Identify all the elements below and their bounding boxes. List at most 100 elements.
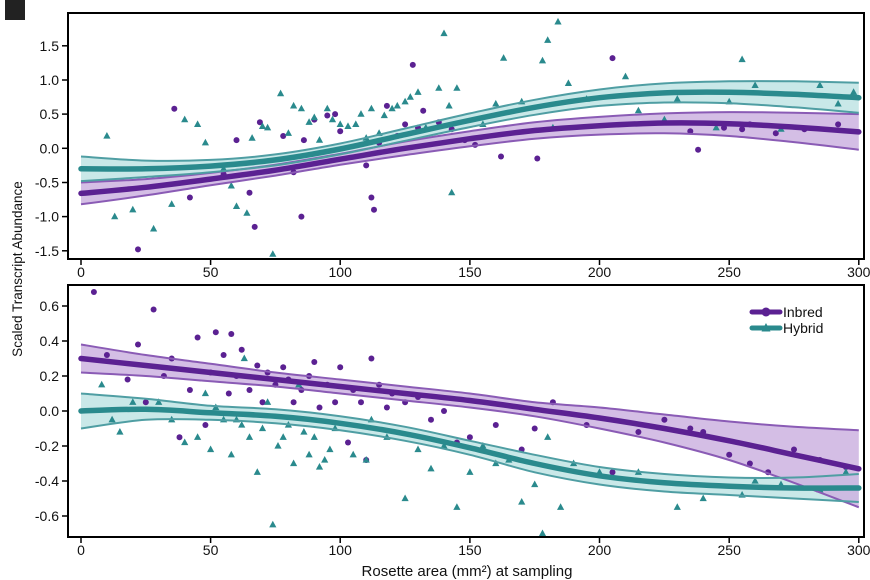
top-inbred-point <box>371 206 377 213</box>
top-hybrid-point <box>445 101 453 109</box>
bottom-inbred-point <box>202 422 209 428</box>
top-hybrid-point <box>284 129 292 136</box>
bottom-inbred-point <box>124 376 131 383</box>
top-hybrid-point <box>492 99 500 107</box>
bottom-hybrid-point <box>531 480 539 488</box>
top-hybrid-point <box>453 84 461 91</box>
top-hybrid-point <box>323 104 331 112</box>
bottom-inbred-point <box>290 399 297 406</box>
top-hybrid-point <box>194 120 202 127</box>
bottom-inbred-point <box>186 387 193 393</box>
bottom-inbred-point <box>368 355 375 362</box>
bottom-hybrid-point <box>305 450 313 458</box>
bottom-inbred-point <box>103 352 110 358</box>
bottom-x-tick-label: 200 <box>588 542 612 558</box>
top-y-tick-label: -1.0 <box>35 209 59 225</box>
bottom-hybrid-point <box>326 445 334 453</box>
bottom-hybrid-point <box>538 529 547 537</box>
top-hybrid-point <box>367 104 375 112</box>
top-hybrid-point <box>258 122 267 129</box>
top-y-tick-label: 1.0 <box>40 72 60 88</box>
top-inbred-trend-line <box>78 120 862 197</box>
top-inbred-point <box>324 112 331 119</box>
top-inbred-point <box>534 155 541 162</box>
top-hybrid-ci-ribbon <box>81 81 859 182</box>
top-hybrid-point <box>129 205 137 213</box>
bottom-hybrid-point <box>264 398 272 405</box>
bottom-hybrid-point <box>258 424 267 432</box>
bottom-hybrid-point <box>321 456 329 463</box>
top-inbred-point <box>739 126 746 133</box>
top-x-ticks: 0 50 100 150 200 250 300 <box>77 259 870 280</box>
bottom-inbred-trend-line <box>78 355 862 472</box>
top-hybrid-point <box>201 138 209 146</box>
bottom-hybrid-point <box>279 433 287 440</box>
bottom-hybrid-point <box>227 450 235 458</box>
top-inbred-point <box>498 153 504 160</box>
bottom-y-tick-label: -0.4 <box>35 473 59 489</box>
top-hybrid-point <box>440 29 448 37</box>
bottom-y-tick-label: 0.0 <box>40 403 60 419</box>
bottom-hybrid-point <box>414 445 422 453</box>
top-y-tick-label: 0.0 <box>40 140 60 156</box>
top-x-tick-label: 50 <box>203 264 219 280</box>
bottom-hybrid-point <box>181 438 189 446</box>
bottom-inbred-point <box>345 439 351 446</box>
top-hybrid-point <box>414 88 422 95</box>
bottom-hybrid-point <box>274 442 282 449</box>
bottom-hybrid-point <box>673 503 681 510</box>
top-y-tick-label: 0.5 <box>40 106 60 122</box>
top-inbred-point <box>171 105 178 112</box>
top-hybrid-point <box>227 181 235 189</box>
top-hybrid-point <box>357 110 365 117</box>
top-hybrid-point <box>103 132 111 139</box>
top-hybrid-point <box>269 250 277 257</box>
bottom-hybrid-point <box>544 433 552 440</box>
bottom-inbred-point <box>228 331 235 337</box>
bottom-inbred-point <box>254 362 261 369</box>
top-y-tick-label: -1.5 <box>35 243 59 259</box>
bottom-inbred-point <box>609 469 616 476</box>
bottom-inbred-point <box>280 364 287 371</box>
bottom-inbred-point <box>726 451 733 458</box>
bottom-hybrid-ci-lower-edge <box>80 417 859 503</box>
top-hybrid-point <box>544 36 552 43</box>
top-hybrid-point <box>500 54 508 61</box>
top-inbred-point <box>772 130 779 137</box>
bottom-hybrid-point <box>300 428 308 435</box>
bottom-hybrid-point <box>207 445 215 453</box>
bottom-inbred-point <box>316 404 323 411</box>
top-hybrid-point <box>315 136 324 143</box>
legend-hybrid-swatch-marker <box>761 323 771 332</box>
top-inbred-ci-ribbon <box>81 112 859 205</box>
top-plot-frame <box>67 12 865 260</box>
top-hybrid-point <box>344 122 352 129</box>
bottom-inbred-ci-lower-edge <box>80 371 860 509</box>
top-hybrid-point <box>277 89 285 97</box>
top-inbred-point <box>246 189 253 196</box>
top-hybrid-point <box>816 81 824 88</box>
bottom-hybrid-point <box>238 421 246 428</box>
top-inbred-point <box>695 146 702 153</box>
bottom-y-ticks: 0.6 0.4 0.2 0.0 -0.2 -0.4 -0.6 <box>35 298 68 524</box>
top-hybrid-point <box>243 209 251 216</box>
bottom-hybrid-point <box>310 433 318 440</box>
top-hybrid-point <box>328 115 337 123</box>
bottom-inbred-point <box>150 306 157 313</box>
top-inbred-point <box>368 194 375 201</box>
bottom-inbred-point <box>142 399 149 406</box>
top-inbred-point <box>835 121 842 128</box>
bottom-inbred-point <box>212 329 219 336</box>
top-hybrid-point <box>401 97 409 105</box>
bottom-x-tick-label: 150 <box>458 542 482 558</box>
bottom-inbred-point <box>531 425 538 432</box>
top-hybrid-point <box>834 99 842 107</box>
bottom-inbred-point <box>220 352 227 358</box>
bottom-hybrid-point <box>453 503 461 510</box>
top-hybrid-point <box>290 101 298 109</box>
bottom-y-tick-label: -0.2 <box>35 438 59 454</box>
top-inbred-ci-lower-edge <box>80 132 859 206</box>
bottom-inbred-point <box>383 404 390 411</box>
bottom-hybrid-point <box>194 433 202 440</box>
bottom-hybrid-point <box>349 450 357 458</box>
